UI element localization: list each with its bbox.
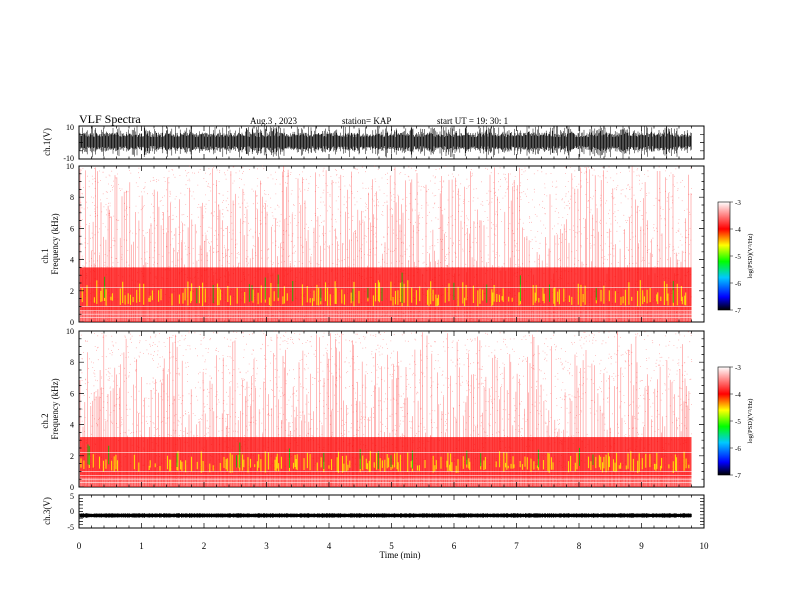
ch1-spectrogram-low-band xyxy=(80,311,692,322)
ch3-ytick-label: 5 xyxy=(70,492,74,501)
xtick-label: 6 xyxy=(452,541,457,551)
ch1-waveform-trace xyxy=(79,126,692,159)
ch2-colorbar-tick: -5 xyxy=(735,418,741,426)
ch1-colorbar-tick: -4 xyxy=(735,226,741,234)
xtick-label: 0 xyxy=(77,541,82,551)
ch2-colorbar-tickmarks xyxy=(730,366,733,476)
ch1-waveform-ylabel: ch.1(V) xyxy=(42,128,52,156)
ch2-ytick-label: 2 xyxy=(70,452,74,461)
ch1-colorbar-tick: -5 xyxy=(735,253,741,261)
xtick-label: 4 xyxy=(327,541,332,551)
ch1-colorbar-tick: -7 xyxy=(735,307,741,315)
xtick-label: 1 xyxy=(139,541,144,551)
ch2-colorbar-tick: -7 xyxy=(735,472,741,480)
ch2-ytick-label: 8 xyxy=(70,358,74,367)
axis-ticks xyxy=(78,125,705,529)
station-label: station= KAP xyxy=(342,116,392,126)
xtick-label: 8 xyxy=(577,541,582,551)
ch3-ytick-label: 0 xyxy=(70,507,74,516)
ch2-ytick-label: 4 xyxy=(70,421,74,430)
ch2-colorbar-tick: -4 xyxy=(735,391,741,399)
ch2-colorbar-tick: -6 xyxy=(735,445,741,453)
xtick-label: 7 xyxy=(514,541,519,551)
ch1-spectrogram-peak-bursts xyxy=(81,280,687,307)
ch2-colorbar-tick: -3 xyxy=(735,364,741,372)
ch3-waveform-ylabel: ch.3(V) xyxy=(42,497,52,525)
ch1-ytick-label: -10 xyxy=(63,154,74,163)
ch1-colorbar-tickmarks xyxy=(730,201,733,311)
ch1-ytick-label: 8 xyxy=(70,193,74,202)
ch1-ytick-label: 10 xyxy=(66,162,74,171)
ch2-ytick-label: 10 xyxy=(66,327,74,336)
ch1-frequency-label: Frequency (kHz) xyxy=(50,213,60,274)
ch2-frequency-label: Frequency (kHz) xyxy=(50,378,60,439)
ch1-ytick-label: 0 xyxy=(70,318,74,327)
ch1-ytick-label: 10 xyxy=(66,123,74,132)
xtick-label: 10 xyxy=(700,541,710,551)
ch1-colorbar xyxy=(717,201,731,311)
ch1-ytick-label: 2 xyxy=(70,287,74,296)
ch2-spectrogram-strong-bursts xyxy=(87,442,594,469)
ch3-waveform xyxy=(79,513,692,518)
ch1-colorbar-tick: -6 xyxy=(735,280,741,288)
ch1-ytick-label: 4 xyxy=(70,256,74,265)
chart-title: VLF Spectra xyxy=(79,112,141,126)
ch2-channel-label: ch.2 xyxy=(40,413,50,428)
xtick-label: 9 xyxy=(639,541,644,551)
ch2-ytick-label: 0 xyxy=(70,483,74,492)
x-axis-label: Time (min) xyxy=(380,550,421,560)
colorbar-labels: -3 -4 -5 -6 -7 log(PSD)(V²/Hz) -3 -4 -5 -6 -7 log(P… xyxy=(730,199,754,480)
ch2-ytick-label: 6 xyxy=(70,389,74,398)
ch1-colorbar-label: log(PSD)(V²/Hz) xyxy=(747,234,754,279)
date-label: Aug.3 , 2023 xyxy=(250,116,297,126)
ch1-spectrogram-dense-band xyxy=(80,267,692,312)
ch1-waveform xyxy=(79,126,692,159)
ch1-channel-label: ch.1 xyxy=(40,248,50,263)
tick-marks xyxy=(78,125,705,529)
ch2-colorbar-label: log(PSD)(V²/Hz) xyxy=(747,399,754,444)
ch1-ytick-label: 6 xyxy=(70,224,74,233)
ch1-spectrogram xyxy=(79,165,692,323)
xtick-label: 2 xyxy=(202,541,207,551)
xtick-label: 3 xyxy=(264,541,269,551)
start-time-label: start UT = 19: 30: 1 xyxy=(437,116,509,126)
ch1-colorbar-tick: -3 xyxy=(735,199,741,207)
ch3-ytick-label: -5 xyxy=(67,523,74,532)
ch2-colorbar xyxy=(717,366,731,476)
ch3-waveform-trace xyxy=(79,513,692,518)
ch2-spectrogram xyxy=(79,330,693,488)
xtick-label: 5 xyxy=(389,541,394,551)
ch2-spectrogram-peak-bursts xyxy=(80,451,690,473)
